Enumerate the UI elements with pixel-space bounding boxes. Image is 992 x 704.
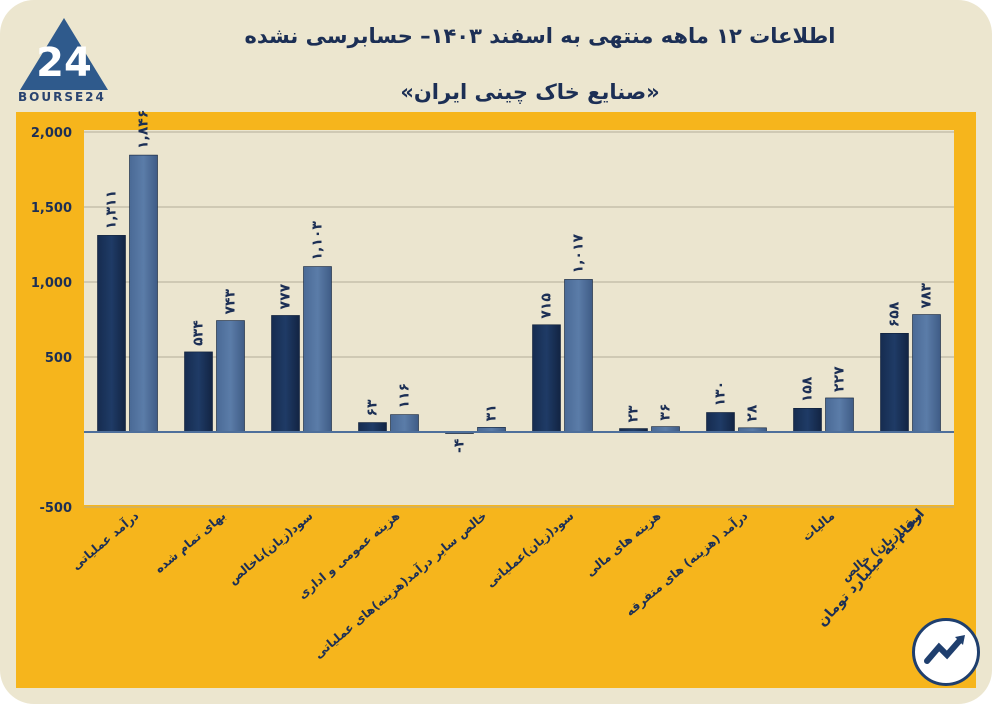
data-label: ۳۶: [658, 404, 674, 421]
bar-series-1: [271, 315, 300, 433]
data-label: ۷۴۳: [223, 288, 239, 314]
logo-text: BOURSE24: [18, 90, 106, 104]
category-label: درآمد عملیاتی: [68, 508, 141, 573]
data-label: ۱,۰۱۷: [571, 233, 587, 273]
data-label: ۱,۱۰۳: [310, 221, 326, 261]
bar-series-2: [390, 414, 419, 433]
y-tick-label: 1,500: [31, 201, 72, 216]
bar-series-1: [358, 422, 387, 433]
y-tick-label: 1,000: [31, 276, 72, 291]
data-label: ۷۷۷: [278, 283, 294, 309]
data-label: ۱۳۰: [713, 381, 729, 407]
data-label: ۱۵۸: [800, 376, 816, 402]
data-label: ۶۳: [365, 399, 381, 417]
bar-series-1: [880, 332, 909, 433]
chart-title: اطلاعات ۱۲ ماهه منتهی به اسفند ۱۴۰۳– حسا…: [244, 24, 836, 48]
category-label: هزینه های مالی: [583, 509, 663, 580]
bar-series-1: [184, 351, 213, 433]
data-label: ۷۸۳: [919, 282, 935, 308]
bar-series-1: [532, 324, 561, 433]
data-label: ۳۱: [484, 404, 500, 421]
data-label: ۲۸: [745, 404, 761, 422]
bar-series-2: [129, 154, 158, 433]
bar-series-1: [706, 412, 735, 433]
data-label: -۴: [452, 438, 468, 453]
bar-series-2: [216, 320, 245, 433]
data-label: ۶۵۸: [887, 301, 903, 327]
y-tick-label: 500: [45, 351, 72, 366]
data-label: ۵۳۴: [191, 320, 207, 346]
data-label: ۱,۳۱۱: [104, 190, 120, 230]
category-label: بهای تمام شده: [152, 509, 229, 577]
y-tick-label: 2,000: [31, 126, 72, 141]
category-label: سود(زیان)ناخالص: [225, 509, 316, 588]
trend-icon: [912, 618, 980, 686]
category-label: سود(زیان)عملیاتی: [483, 509, 577, 591]
logo-icon: 24: [20, 18, 108, 90]
category-label: خالص سایر درآمد(هزینه)های عملیاتی: [311, 508, 490, 661]
data-label: ۲۲۷: [832, 366, 848, 392]
bar-series-2: [912, 314, 941, 433]
bar-series-1: [793, 407, 822, 433]
category-label: مالیات: [799, 509, 837, 544]
bar-series-2: [825, 397, 854, 433]
chart-subtitle: «صنایع خاک چینی ایران»: [400, 80, 660, 104]
y-tick-label: -500: [39, 501, 72, 516]
data-label: ۲۳: [626, 405, 642, 423]
bar-series-1: [97, 235, 126, 433]
plot-area: [84, 130, 954, 505]
data-label: ۱۱۶: [397, 383, 413, 409]
data-label: ۱,۸۴۶: [136, 110, 152, 150]
data-label: ۷۱۵: [539, 293, 555, 319]
logo-mark: 24: [36, 40, 92, 86]
bar-series-2: [303, 266, 332, 433]
bar-series-2: [564, 279, 593, 433]
